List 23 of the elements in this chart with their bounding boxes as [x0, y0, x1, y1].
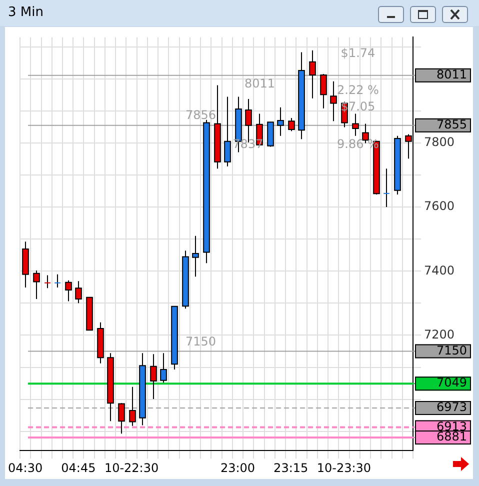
annotation: 9.86 %: [337, 136, 379, 151]
x-tick-label: 04:30: [8, 460, 43, 475]
annotation: $1.74: [340, 46, 376, 60]
chart-title: 3 Min: [8, 5, 44, 20]
x-tick-label: 10-23:30: [316, 460, 372, 475]
ref-line-label: 7150: [436, 343, 467, 358]
x-tick-label: 23:15: [274, 460, 308, 475]
x-tick-label: 10-22:30: [104, 460, 159, 475]
annotation: 7150: [186, 334, 216, 348]
y-tick-label: 7600: [424, 199, 455, 214]
x-tick-label: 23:00: [220, 460, 256, 475]
x-tick-label: 04:45: [61, 460, 96, 475]
y-tick-label: 7800: [424, 135, 455, 150]
annotation: 2.22 %: [337, 83, 379, 98]
annotation: 7856: [186, 108, 216, 122]
y-tick-label: 7200: [424, 327, 455, 342]
ref-line-label: 6973: [436, 400, 467, 414]
y-tick-label: 7400: [424, 263, 455, 278]
ref-line-label: 6881: [436, 430, 467, 444]
annotation: 8011: [244, 76, 276, 90]
ref-line-label: 8011: [436, 67, 467, 82]
ref-line-label: 7049: [436, 376, 467, 390]
ref-line-label: 7855: [436, 117, 467, 132]
